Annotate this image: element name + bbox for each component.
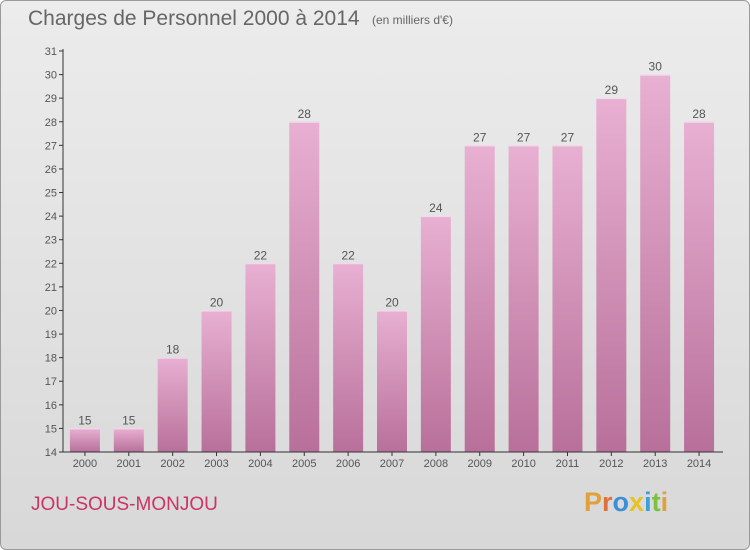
x-tick-label: 2002 <box>160 458 184 470</box>
y-tick-label: 31 <box>45 46 57 58</box>
y-tick-label: 22 <box>45 258 57 270</box>
data-label: 22 <box>254 248 268 262</box>
data-label: 28 <box>692 107 706 121</box>
logo-letter: o <box>612 487 630 517</box>
y-tick-label: 27 <box>45 140 57 152</box>
data-label: 28 <box>298 107 312 121</box>
x-tick-label: 2013 <box>643 458 667 470</box>
x-tick-label: 2012 <box>599 458 623 470</box>
y-tick-label: 19 <box>45 329 57 341</box>
data-label: 20 <box>210 295 224 309</box>
y-tick-label: 30 <box>45 70 57 82</box>
bar-2007 <box>377 310 407 452</box>
y-tick-label: 14 <box>45 447 57 459</box>
data-label: 15 <box>78 413 92 427</box>
bar-2006 <box>333 263 364 452</box>
data-label: 30 <box>649 60 663 74</box>
bar-2012 <box>596 98 627 453</box>
logo-letter: P <box>584 487 603 517</box>
y-tick-label: 26 <box>45 164 57 176</box>
x-tick-label: 2004 <box>248 458 272 470</box>
bar-2010 <box>508 145 539 452</box>
x-tick-label: 2010 <box>511 458 535 470</box>
commune-name: JOU-SOUS-MONJOU <box>31 494 218 515</box>
bars-group: 15 15 18 20 22 28 22 20 24 27 27 27 29 30 28 <box>69 60 715 453</box>
bar-2000 <box>69 428 100 452</box>
data-label: 27 <box>517 130 531 144</box>
data-label: 27 <box>473 130 487 144</box>
bar-2014 <box>684 121 715 452</box>
bar-2009 <box>464 145 495 452</box>
data-label: 29 <box>605 83 619 97</box>
bar-2003 <box>201 310 232 452</box>
chart-subtitle: (en milliers d'€) <box>372 13 453 27</box>
axes-group: 14 15 16 17 18 19 20 21 22 23 24 25 26 27 28 29 30 31 2000… <box>45 46 723 470</box>
y-tick-label: 23 <box>45 235 57 247</box>
x-tick-label: 2009 <box>467 458 491 470</box>
proxiti-logo[interactable]: Proxiti <box>584 487 668 518</box>
y-tick-label: 20 <box>45 305 57 317</box>
y-tick-label: 28 <box>45 117 57 129</box>
logo-letter: x <box>629 487 645 517</box>
x-tick-label: 2005 <box>292 458 316 470</box>
x-tick-label: 2011 <box>556 458 580 470</box>
x-tick-label: 2000 <box>73 458 97 470</box>
bar-2005 <box>289 121 320 452</box>
y-tick-label: 15 <box>45 423 57 435</box>
logo-letter: i <box>644 487 652 517</box>
data-label: 18 <box>166 343 180 357</box>
x-tick-label: 2014 <box>687 458 711 470</box>
y-tick-label: 29 <box>45 93 57 105</box>
x-tick-label: 2001 <box>117 458 141 470</box>
data-label: 22 <box>341 248 355 262</box>
bar-2013 <box>640 74 671 453</box>
data-label: 20 <box>385 295 399 309</box>
bar-2004 <box>245 263 276 452</box>
x-tick-label: 2008 <box>424 458 448 470</box>
data-label: 15 <box>122 413 136 427</box>
data-label: 27 <box>561 130 575 144</box>
data-label: 24 <box>429 201 443 215</box>
x-tick-label: 2007 <box>380 458 404 470</box>
bar-2008 <box>420 216 451 452</box>
y-tick-label: 21 <box>45 282 57 294</box>
logo-letter: i <box>660 487 669 517</box>
y-tick-label: 17 <box>45 376 57 388</box>
logo-letter: t <box>651 487 661 517</box>
y-tick-label: 18 <box>45 353 57 365</box>
logo-letter: r <box>602 487 613 517</box>
bar-2002 <box>157 357 188 452</box>
y-tick-label: 16 <box>45 400 57 412</box>
x-tick-label: 2006 <box>336 458 360 470</box>
x-tick-label: 2003 <box>204 458 228 470</box>
chart-title: Charges de Personnel 2000 à 2014 <box>28 7 360 30</box>
bar-2011 <box>552 145 583 452</box>
bar-2001 <box>113 428 144 452</box>
y-tick-label: 25 <box>45 188 57 200</box>
y-tick-label: 24 <box>45 211 57 223</box>
